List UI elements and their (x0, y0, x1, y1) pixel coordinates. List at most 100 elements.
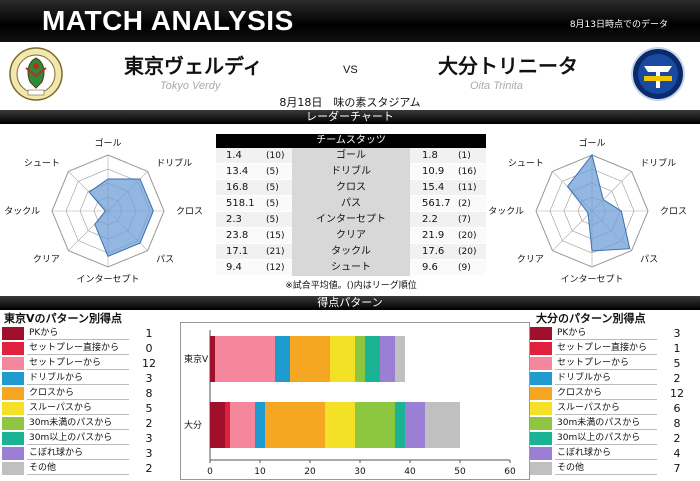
bar-segment (215, 336, 275, 382)
stat-row: 17.1 (21) タックル 17.6 (20) (216, 244, 486, 260)
away-pattern-title: 大分のパターン別得点 (536, 312, 646, 325)
pattern-color-swatch (2, 447, 24, 460)
pattern-label: セットプレー直接から (27, 342, 129, 355)
pattern-color-swatch (530, 387, 552, 400)
home-stat-rank: (5) (266, 183, 279, 193)
bar-segment (225, 402, 230, 448)
away-stat-rank: (7) (458, 215, 471, 225)
radar-axis-label: シュート (24, 159, 60, 169)
radar-axis-label: シュート (508, 159, 544, 169)
category-label: 東京V (184, 353, 209, 365)
bar-segment (210, 402, 225, 448)
away-pattern-row: セットプレーから 5 (530, 356, 690, 371)
stat-label: タックル (292, 244, 410, 260)
home-pattern-row: クロスから 8 (2, 386, 162, 401)
radar-axis-label: ドリブル (640, 157, 676, 169)
home-pattern-row: スルーパスから 5 (2, 401, 162, 416)
pattern-color-swatch (530, 462, 552, 475)
pattern-color-swatch (2, 327, 24, 340)
stat-row: 23.8 (15) クリア 21.9 (20) (216, 228, 486, 244)
away-stat-value: 2.2 (422, 214, 438, 225)
home-stat-rank: (5) (266, 215, 279, 225)
home-pattern-row: PKから 1 (2, 326, 162, 341)
pattern-color-swatch (2, 432, 24, 445)
pattern-label: セットプレーから (27, 357, 129, 370)
pattern-count: 0 (145, 342, 153, 355)
home-pattern-row: セットプレー直接から 0 (2, 341, 162, 356)
radar-axis-line (552, 210, 593, 251)
vs-label: VS (343, 64, 358, 76)
pattern-color-swatch (2, 357, 24, 370)
away-stat-value: 15.4 (422, 182, 445, 193)
home-pattern-row: その他 2 (2, 461, 162, 476)
bar-segment (255, 402, 265, 448)
pattern-count: 3 (145, 447, 153, 460)
home-stat-value: 23.8 (226, 230, 249, 241)
away-pattern-row: その他 7 (530, 461, 690, 476)
tokyo-verdy-crest (9, 47, 63, 101)
radar-axis-label: パス (640, 254, 658, 265)
pattern-label: PKから (555, 327, 657, 340)
home-pattern-row: 30m未満のパスから 2 (2, 416, 162, 431)
home-pattern-row: こぼれ球から 3 (2, 446, 162, 461)
pattern-count: 6 (673, 402, 681, 415)
page-title: MATCH ANALYSIS (42, 5, 294, 36)
stat-row: 518.1 (5) パス 561.7 (2) (216, 196, 486, 212)
bar-segment (365, 336, 380, 382)
header-bar: MATCH ANALYSIS 8月13日時点でのデータ (0, 0, 700, 42)
radar-axis-label: タックル (4, 206, 40, 217)
away-stat-value: 21.9 (422, 230, 445, 241)
match-date-venue: 8月18日 味の素スタジアム (279, 96, 421, 109)
home-stat-rank: (21) (266, 247, 285, 257)
stat-label: ドリブル (292, 164, 410, 180)
away-stat-rank: (11) (458, 183, 477, 193)
pattern-count: 3 (673, 327, 681, 340)
radar-axis-label: パス (156, 254, 174, 265)
radar-axis-label: インターセプト (560, 274, 623, 285)
home-stat-rank: (12) (266, 263, 285, 273)
pattern-count: 5 (673, 357, 681, 370)
pattern-label: PKから (27, 327, 129, 340)
stat-row: 1.4 (10) ゴール 1.8 (1) (216, 148, 486, 164)
away-pattern-list: PKから 3 セットプレー直接から 1 セットプレーから 5 ドリブルから 2 クロスから 12 ス… (530, 326, 690, 476)
pattern-count: 2 (145, 462, 153, 475)
away-stat-rank: (9) (458, 263, 471, 273)
pattern-count: 2 (145, 417, 153, 430)
team-stats-note: ※試合平均値。()内はリーグ順位 (285, 281, 417, 291)
away-pattern-row: クロスから 12 (530, 386, 690, 401)
bar-segment (230, 402, 255, 448)
team-stats-table: チームスタッツ 1.4 (10) ゴール 1.8 (1) 13.4 (5) ドリブル 10.9 (… (216, 134, 486, 291)
radar-section-header: レーダーチャート (0, 110, 700, 124)
x-tick-label: 50 (454, 467, 466, 477)
pattern-section-header: 得点パターン (0, 296, 700, 310)
pattern-label: 30m未満のパスから (555, 417, 657, 430)
pattern-color-swatch (530, 447, 552, 460)
radar-axis-label: クロス (176, 206, 203, 217)
x-tick-label: 60 (504, 467, 516, 477)
home-stat-rank: (5) (266, 199, 279, 209)
radar-axis-label: クロス (660, 206, 687, 217)
away-pattern-row: セットプレー直接から 1 (530, 341, 690, 356)
home-team-roman: Tokyo Verdy (160, 80, 221, 92)
stat-row: 9.4 (12) シュート 9.6 (9) (216, 260, 486, 276)
pattern-label: 30m未満のパスから (27, 417, 129, 430)
stat-label: ゴール (292, 148, 410, 164)
pattern-label: 30m以上のパスから (27, 432, 129, 445)
away-stat-rank: (1) (458, 151, 471, 161)
home-pattern-row: セットプレーから 12 (2, 356, 162, 371)
pattern-color-swatch (2, 402, 24, 415)
away-pattern-row: PKから 3 (530, 326, 690, 341)
pattern-color-swatch (2, 342, 24, 355)
radar-axis-label: タックル (488, 206, 524, 217)
stat-label: クロス (292, 180, 410, 196)
pattern-count: 4 (673, 447, 681, 460)
bar-segment (290, 336, 330, 382)
bar-segment (425, 402, 460, 448)
pattern-color-swatch (530, 417, 552, 430)
bar-segment (380, 336, 395, 382)
home-stat-value: 9.4 (226, 262, 242, 273)
pattern-label: スルーパスから (555, 402, 657, 415)
pattern-label: セットプレー直接から (555, 342, 657, 355)
home-stat-rank: (15) (266, 231, 285, 241)
